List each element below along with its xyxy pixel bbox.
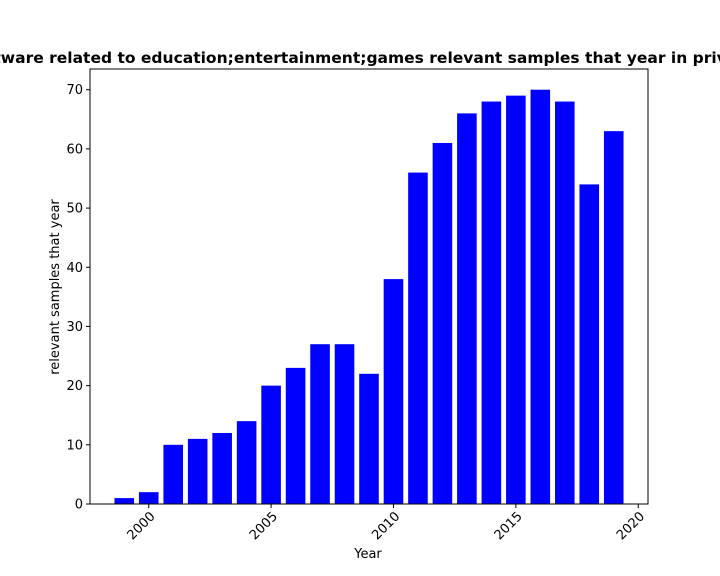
bar-2008 xyxy=(334,344,355,504)
y-tick-label: 30 xyxy=(66,320,83,335)
bar-2017 xyxy=(555,101,575,504)
x-tick-label: 2010 xyxy=(369,509,403,543)
bar-2014 xyxy=(481,101,502,504)
bar-2012 xyxy=(432,142,453,504)
chart-title: Software related to education;entertainm… xyxy=(0,49,720,67)
bar-2013 xyxy=(457,113,477,504)
bar-2000 xyxy=(138,492,159,504)
y-axis-label: relevant samples that year xyxy=(48,199,63,375)
y-tick-label: 10 xyxy=(66,438,83,453)
bar-2016 xyxy=(530,89,551,504)
x-tick-label: 2000 xyxy=(125,509,159,543)
x-axis: 2000 2005 2010 2015 2020 xyxy=(125,504,648,543)
x-tick-label: 2005 xyxy=(247,509,281,543)
y-tick-label: 70 xyxy=(66,83,83,98)
x-tick-label: 2015 xyxy=(492,509,526,543)
bar-2010 xyxy=(383,279,404,504)
bar-2001 xyxy=(163,444,183,504)
bar-2015 xyxy=(506,95,526,504)
bar-2019 xyxy=(603,131,624,504)
bar-2006 xyxy=(285,367,306,504)
x-axis-label: Year xyxy=(353,547,382,562)
bar-2005 xyxy=(261,385,281,504)
y-tick-label: 40 xyxy=(66,261,83,276)
bar-1999 xyxy=(114,498,135,504)
y-tick-label: 60 xyxy=(66,142,83,157)
y-tick-label: 0 xyxy=(75,498,83,513)
bar-2009 xyxy=(359,373,379,504)
y-tick-label: 50 xyxy=(66,202,83,217)
y-tick-label: 20 xyxy=(66,379,83,394)
bar-2003 xyxy=(212,432,232,504)
y-axis: 0 10 20 30 40 50 60 70 xyxy=(66,83,90,513)
bar-2007 xyxy=(310,344,330,504)
x-tick-label: 2020 xyxy=(614,509,648,543)
bar-2002 xyxy=(187,438,208,504)
bars-group xyxy=(114,89,624,505)
bar-2018 xyxy=(579,184,600,505)
bar-2004 xyxy=(236,421,257,504)
plot-frame xyxy=(89,68,649,505)
bar-2011 xyxy=(408,172,428,505)
